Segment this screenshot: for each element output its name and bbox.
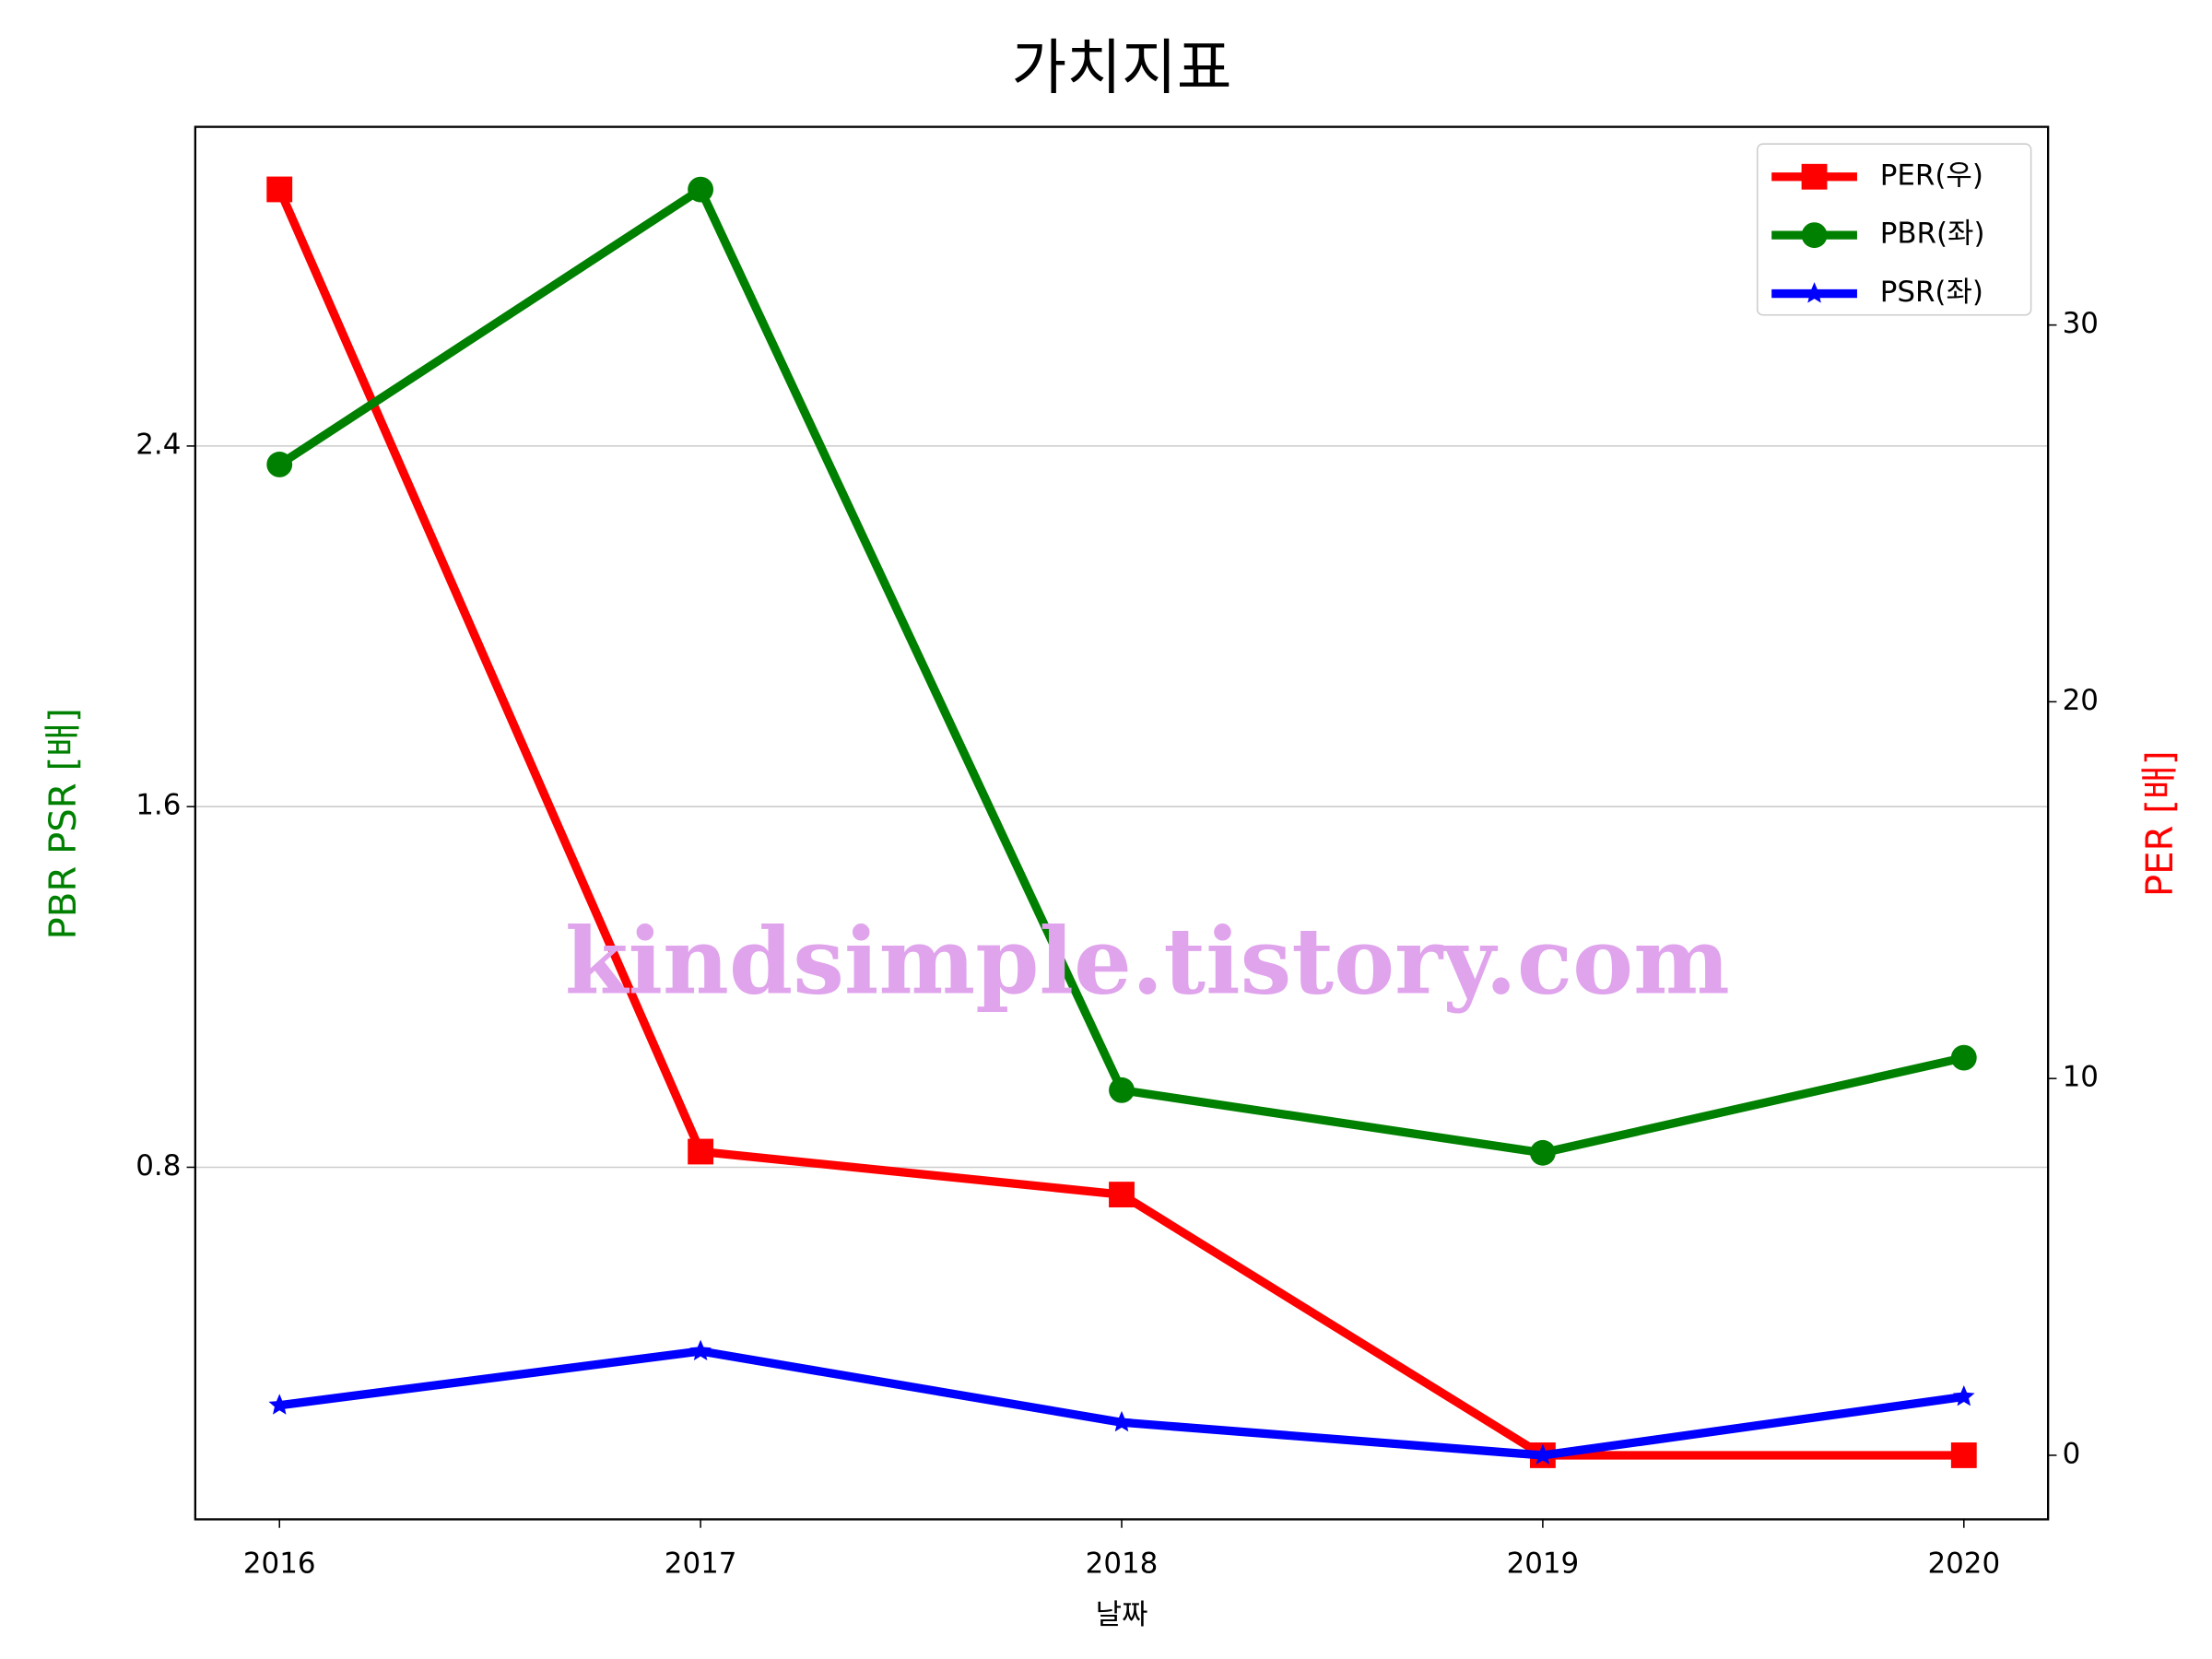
y2-tick-label: 20 [2063, 684, 2099, 717]
marker [1109, 1077, 1135, 1103]
series-line [278, 1347, 1965, 1460]
x-axis-label: 날짜 [1096, 1598, 1148, 1631]
y-axis-label: PBR PSR [배] [42, 708, 85, 939]
x-tick-label: 2016 [243, 1547, 316, 1580]
legend-label: PER(우) [1880, 159, 1983, 192]
legend-label: PSR(좌) [1880, 276, 1983, 309]
marker [1109, 1182, 1135, 1208]
legend: PER(우) PBR(좌) PSR(좌) [1756, 143, 2032, 316]
y-tick-label: 1.6 [135, 789, 181, 822]
marker [689, 1339, 712, 1361]
marker [1801, 163, 1828, 190]
marker [1953, 1385, 1975, 1406]
y2-axis-label: PER [배] [2139, 750, 2182, 897]
x-tick-label: 2019 [1507, 1547, 1580, 1580]
y-tick-label: 2.4 [135, 428, 181, 461]
y-tick-label: 0.8 [135, 1149, 181, 1182]
marker [1532, 1443, 1554, 1465]
chart-title: 가치지표 [1012, 33, 1232, 102]
legend-label: PBR(좌) [1880, 218, 1985, 251]
watermark: kindsimple.tistory.com [565, 908, 1730, 1015]
y2-tick-label: 30 [2063, 307, 2099, 340]
marker [1111, 1410, 1133, 1432]
x-tick-label: 2017 [665, 1547, 737, 1580]
marker [1529, 1139, 1556, 1166]
x-tick-label: 2018 [1086, 1547, 1159, 1580]
marker [1950, 1442, 1977, 1468]
x-tick-label: 2020 [1927, 1547, 2000, 1580]
plot-frame [194, 125, 2050, 1521]
series-line [275, 187, 1964, 1460]
marker [688, 176, 714, 203]
marker [266, 176, 293, 203]
marker [1950, 1044, 1977, 1071]
y2-tick-label: 0 [2063, 1437, 2081, 1470]
y2-tick-label: 10 [2063, 1061, 2099, 1094]
marker [266, 452, 293, 477]
marker [1803, 282, 1826, 303]
marker [268, 1394, 290, 1415]
marker [688, 1138, 714, 1165]
marker [1801, 222, 1828, 249]
